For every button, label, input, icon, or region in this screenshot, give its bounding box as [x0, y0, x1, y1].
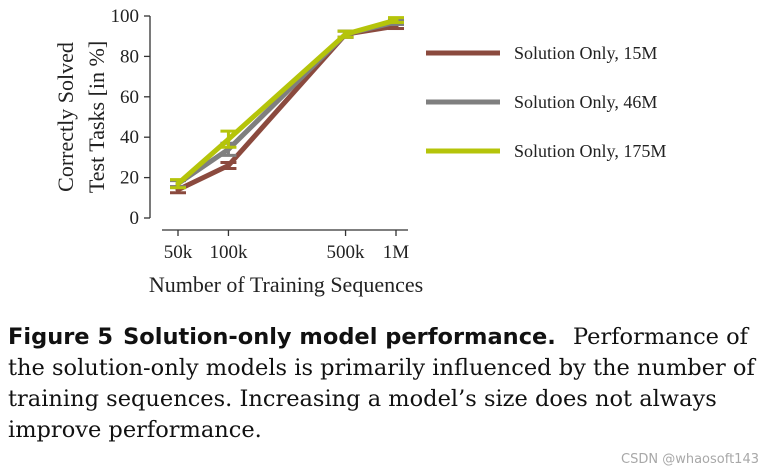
y-tick-label: 60 — [120, 87, 139, 108]
y-tick-label: 40 — [120, 127, 139, 148]
legend-label: Solution Only, 15M — [514, 43, 657, 63]
data-point — [343, 31, 349, 37]
legend-label: Solution Only, 46M — [514, 92, 657, 112]
data-point — [225, 162, 231, 168]
y-axis-title-line-2: Test Tasks [in %] — [84, 41, 109, 193]
series-line — [175, 23, 399, 193]
watermark: CSDN @whaosoft143 — [621, 452, 759, 467]
y-tick-label: 20 — [120, 168, 139, 189]
y-tick-label: 100 — [111, 6, 140, 27]
x-tick-label: 1M — [383, 242, 410, 263]
y-ticks: 0 20 40 60 80 100 — [111, 6, 150, 229]
x-ticks: 50k 100k 500k 1M — [164, 230, 410, 263]
legend: Solution Only, 15M Solution Only, 46M Solu… — [426, 43, 666, 161]
figure-caption: Figure 5 Solution-only model performance.… — [8, 322, 764, 446]
x-axis-title: Number of Training Sequences — [149, 272, 423, 297]
series-3 — [170, 16, 404, 190]
y-tick-label: 80 — [120, 46, 139, 67]
y-tick-label: 0 — [130, 208, 140, 229]
series-layer — [170, 16, 404, 195]
legend-item: Solution Only, 175M — [426, 141, 666, 161]
data-point — [225, 136, 231, 142]
legend-label: Solution Only, 175M — [514, 141, 666, 161]
legend-item: Solution Only, 46M — [426, 92, 657, 112]
data-point — [175, 181, 181, 187]
chart: Correctly Solved Test Tasks [in %] 0 20 40… — [53, 6, 666, 297]
caption-label: Figure 5 Solution-only model performance. — [8, 324, 556, 350]
x-tick-label: 100k — [209, 242, 248, 263]
x-tick-label: 50k — [164, 242, 193, 263]
y-axis-title-line-1: Correctly Solved — [53, 42, 78, 192]
data-point — [393, 17, 399, 23]
caption-text: Performance of the solution-only models … — [8, 324, 755, 443]
y-axis-title: Correctly Solved Test Tasks [in %] — [53, 41, 109, 193]
x-tick-label: 500k — [327, 242, 366, 263]
series-line — [175, 17, 399, 187]
legend-item: Solution Only, 15M — [426, 43, 657, 63]
